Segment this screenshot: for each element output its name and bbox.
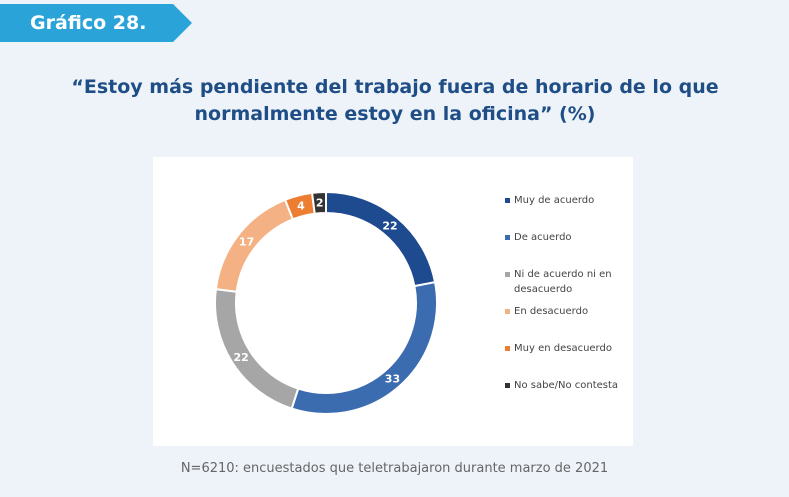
legend-swatch (505, 346, 510, 351)
legend-swatch (505, 309, 510, 314)
legend-label: En desacuerdo (514, 306, 589, 317)
data-label-muy-en-desacuerdo: 4 (297, 200, 305, 213)
legend-swatch (505, 198, 510, 203)
legend-item-ni-de-acuerdo-ni-en-desacuerdo: Ni de acuerdo ni en desacuerdo (505, 267, 635, 304)
legend-swatch (505, 272, 510, 277)
slice-en-desacuerdo (214, 198, 295, 293)
chart-number-label: Gráfico 28. (30, 12, 147, 34)
legend-label: Muy de acuerdo (514, 195, 595, 206)
legend-item-no-sabe-no-contesta: No sabe/No contesta (505, 378, 635, 415)
legend-label: Ni de acuerdo ni en desacuerdo (514, 269, 612, 295)
data-label-en-desacuerdo: 17 (239, 235, 254, 248)
data-label-no-sabe-no-contesta: 2 (316, 197, 324, 210)
chart-panel: 22 33 22 17 4 2 Muy de acuerdo De acuerdo Ni de… (153, 157, 633, 446)
slice-no-sabe-no-contesta (310, 190, 327, 215)
slice-muy-de-acuerdo (325, 190, 437, 288)
data-label-muy-de-acuerdo: 22 (382, 220, 397, 233)
legend-item-muy-de-acuerdo: Muy de acuerdo (505, 193, 635, 230)
legend-swatch (505, 383, 510, 388)
chart-number-tag: Gráfico 28. (0, 4, 192, 42)
chart-legend: Muy de acuerdo De acuerdo Ni de acuerdo ni… (505, 193, 635, 415)
data-label-de-acuerdo: 33 (385, 372, 400, 385)
legend-label: No sabe/No contesta (514, 380, 619, 391)
legend-swatch (505, 235, 510, 240)
data-label-ni-de-acuerdo-ni-en-desacuerdo: 22 (233, 351, 248, 364)
chart-title: “Estoy más pendiente del trabajo fuera d… (71, 76, 719, 125)
donut-chart: 22 33 22 17 4 2 (214, 190, 438, 415)
slice-de-acuerdo (290, 281, 438, 415)
legend-label: Muy en desacuerdo (514, 343, 612, 354)
chart-source-note: N=6210: encuestados que teletrabajaron d… (180, 461, 609, 476)
slice-ni-de-acuerdo-ni-en-desacuerdo (214, 287, 300, 410)
legend-label: De acuerdo (514, 232, 572, 243)
legend-item-muy-en-desacuerdo: Muy en desacuerdo (505, 341, 635, 378)
legend-item-de-acuerdo: De acuerdo (505, 230, 635, 267)
legend-item-en-desacuerdo: En desacuerdo (505, 304, 635, 341)
